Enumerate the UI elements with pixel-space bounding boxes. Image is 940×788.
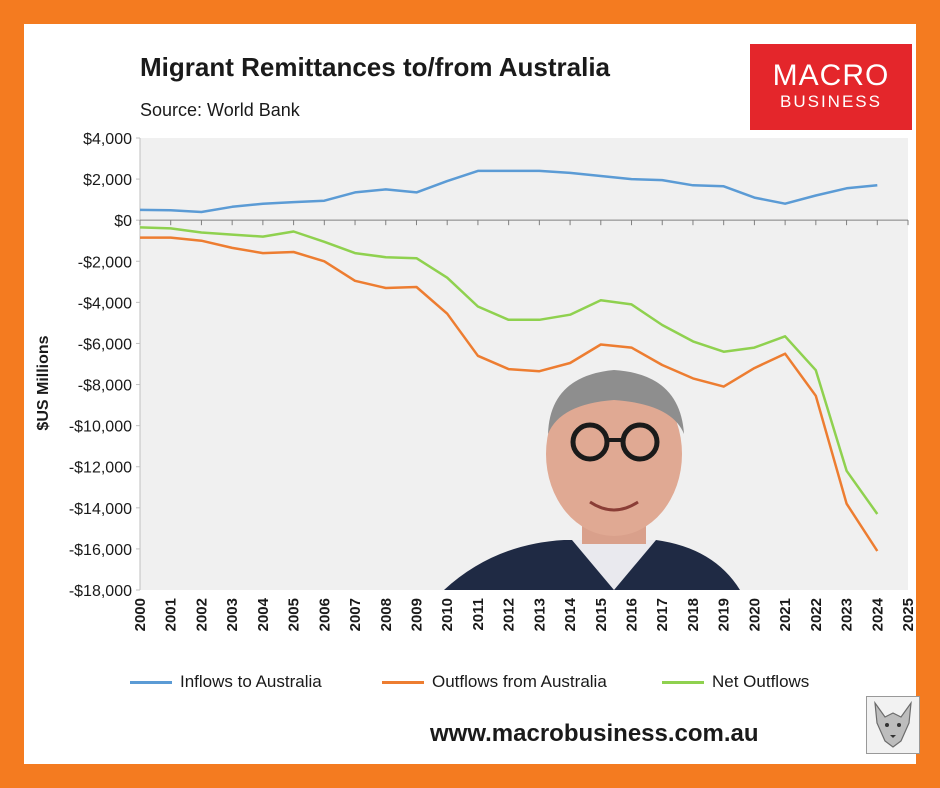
- x-tick-label: 2010: [439, 598, 456, 631]
- x-tick-label: 2003: [224, 598, 241, 631]
- x-tick-label: 2017: [654, 598, 671, 631]
- person-shirt: [572, 540, 656, 590]
- x-tick-label: 2000: [132, 598, 149, 631]
- x-tick-label: 2025: [900, 598, 916, 631]
- x-tick-label: 2005: [286, 598, 303, 631]
- x-tick-label: 2011: [470, 598, 487, 631]
- x-tick-label: 2020: [746, 598, 763, 631]
- legend-label-net: Net Outflows: [712, 672, 810, 691]
- chart-legend: Inflows to Australia Outflows from Austr…: [24, 672, 916, 696]
- legend-label-outflows: Outflows from Australia: [432, 672, 607, 691]
- x-tick-label: 2016: [624, 598, 641, 631]
- website-url: www.macrobusiness.com.au: [430, 720, 759, 747]
- line-chart: $4,000 $2,000 $0 -$2,000 -$4,000 -$6,000 -$8,0…: [69, 131, 916, 631]
- legend-item-outflows: Outflows from Australia: [382, 672, 607, 692]
- y-tick-label: -$4,000: [78, 295, 132, 312]
- x-tick-label: 2002: [193, 598, 210, 631]
- y-tick-label: $2,000: [83, 172, 132, 189]
- x-tick-label: 2024: [869, 597, 886, 631]
- chart-card: Migrant Remittances to/from Australia So…: [24, 24, 920, 764]
- inflows-line: [139, 169, 878, 214]
- logo-line-2: BUSINESS: [780, 92, 882, 111]
- person-suit: [444, 540, 740, 590]
- x-tick-label: 2006: [316, 598, 333, 631]
- chart-title: Migrant Remittances to/from Australia: [140, 52, 611, 82]
- net-outflows-line: [139, 226, 879, 515]
- x-tick-label: 2015: [593, 598, 610, 631]
- y-tick-label: -$6,000: [78, 336, 132, 353]
- chart-subtitle: Source: World Bank: [140, 100, 300, 120]
- y-tick-label: $0: [114, 213, 132, 230]
- y-tick-label: -$18,000: [69, 583, 132, 600]
- y-tick-label: $4,000: [83, 131, 132, 148]
- x-tick-label: 2007: [347, 598, 364, 631]
- logo-line-1: MACRO: [772, 59, 890, 92]
- y-tick-label: -$2,000: [78, 254, 132, 271]
- x-tick-label: 2023: [839, 598, 856, 631]
- plot-area: [140, 138, 908, 590]
- legend-item-inflows: Inflows to Australia: [130, 672, 322, 692]
- outflows-line: [140, 236, 879, 552]
- y-tick-label: -$16,000: [69, 542, 132, 559]
- y-tick-label: -$12,000: [69, 460, 132, 477]
- legend-swatch-inflows: [130, 680, 172, 684]
- x-tick-label: 2019: [716, 598, 733, 631]
- x-tick-label: 2012: [501, 598, 518, 631]
- legend-swatch-outflows: [382, 680, 424, 684]
- x-tick-label: 2021: [777, 598, 794, 631]
- fox-icon: [866, 696, 920, 754]
- legend-label-inflows: Inflows to Australia: [180, 672, 322, 691]
- x-tick-label: 2014: [562, 597, 579, 631]
- x-tick-label: 2022: [808, 598, 825, 631]
- legend-swatch-net: [662, 680, 704, 684]
- y-tick-label: -$10,000: [69, 419, 132, 436]
- person-hair: [548, 370, 684, 434]
- x-tick-label: 2004: [255, 597, 272, 631]
- person-mouth: [589, 500, 639, 512]
- person-head: [546, 372, 682, 536]
- x-tick-label: 2013: [531, 598, 548, 631]
- x-tick-label: 2008: [378, 598, 395, 631]
- legend-item-net: Net Outflows: [662, 672, 809, 692]
- x-tick-label: 2018: [685, 598, 702, 631]
- person-photo: [444, 370, 740, 590]
- y-tick-label: -$8,000: [78, 378, 132, 395]
- x-tick-label: 2009: [408, 598, 425, 631]
- x-tick-label: 2001: [163, 598, 180, 631]
- y-tick-label: -$14,000: [69, 501, 132, 518]
- macrobusiness-logo: MACRO BUSINESS: [750, 44, 912, 130]
